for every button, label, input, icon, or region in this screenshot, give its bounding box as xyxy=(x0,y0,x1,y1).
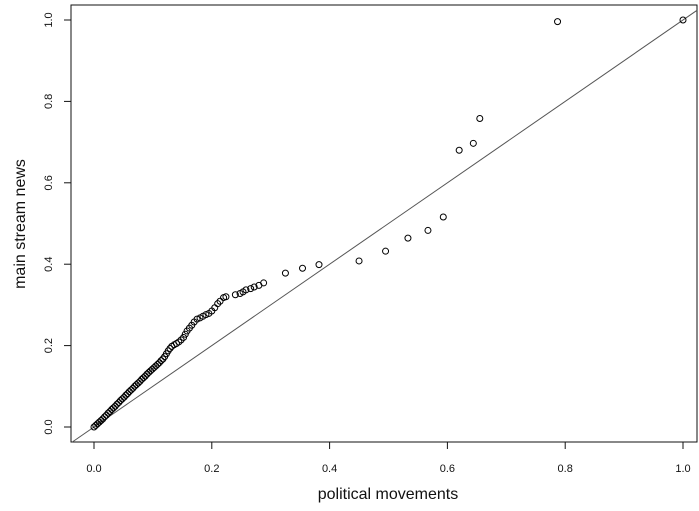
data-point xyxy=(155,359,163,367)
x-tick-label: 0.4 xyxy=(322,463,337,475)
data-point xyxy=(145,368,153,376)
data-point xyxy=(139,374,147,382)
data-point xyxy=(101,413,109,421)
data-point xyxy=(455,146,463,154)
data-point xyxy=(157,357,165,365)
data-point xyxy=(113,400,121,408)
data-point xyxy=(439,213,447,221)
data-point xyxy=(214,300,222,308)
data-point xyxy=(177,336,185,344)
data-point xyxy=(111,402,119,410)
y-tick-label: 1.0 xyxy=(43,12,55,27)
data-point xyxy=(299,264,307,272)
data-point xyxy=(102,411,110,419)
data-point xyxy=(129,384,137,392)
data-point xyxy=(242,286,250,294)
data-point xyxy=(315,261,323,269)
data-point xyxy=(120,393,128,401)
data-point xyxy=(109,404,117,412)
data-point xyxy=(154,360,162,368)
y-tick-label: 0.6 xyxy=(43,175,55,190)
data-point xyxy=(231,291,239,299)
data-point xyxy=(94,420,102,428)
data-point xyxy=(679,16,687,24)
data-point xyxy=(152,362,160,370)
data-point xyxy=(97,416,105,424)
data-point xyxy=(122,391,130,399)
data-point xyxy=(148,365,156,373)
data-point xyxy=(124,390,132,398)
data-point xyxy=(106,408,114,416)
data-point xyxy=(115,399,123,407)
y-tick-label: 0.8 xyxy=(43,94,55,109)
x-tick-label: 1.0 xyxy=(675,463,690,475)
x-axis-title: political movements xyxy=(318,486,459,503)
x-tick-label: 0.8 xyxy=(558,463,573,475)
data-point xyxy=(216,297,224,305)
data-point xyxy=(260,279,268,287)
data-point xyxy=(147,367,155,375)
y-tick-label: 0.2 xyxy=(43,338,55,353)
data-point xyxy=(250,283,258,291)
data-point xyxy=(150,364,158,372)
data-point xyxy=(141,372,149,380)
data-point xyxy=(355,257,363,265)
data-point xyxy=(166,344,174,352)
data-point xyxy=(136,377,144,385)
y-tick-label: 0.0 xyxy=(43,419,55,434)
x-tick-label: 0.6 xyxy=(440,463,455,475)
data-point xyxy=(382,247,390,255)
reference-line xyxy=(72,9,698,443)
data-point xyxy=(404,234,412,242)
data-point xyxy=(424,226,432,234)
data-point xyxy=(104,409,112,417)
data-point xyxy=(175,338,183,346)
data-point xyxy=(554,18,562,26)
data-point xyxy=(134,379,142,387)
data-point xyxy=(247,285,255,293)
y-tick-label: 0.4 xyxy=(43,257,55,272)
plot-frame xyxy=(70,4,698,443)
data-point xyxy=(222,293,230,301)
data-point xyxy=(132,381,140,389)
data-point xyxy=(99,415,107,423)
x-tick-label: 0.0 xyxy=(86,463,101,475)
data-point xyxy=(281,269,289,277)
data-point xyxy=(469,139,477,147)
data-point xyxy=(118,395,126,403)
data-point xyxy=(476,114,484,122)
y-axis-title: main stream news xyxy=(12,159,29,289)
x-tick-label: 0.2 xyxy=(204,463,219,475)
data-point xyxy=(127,386,135,394)
